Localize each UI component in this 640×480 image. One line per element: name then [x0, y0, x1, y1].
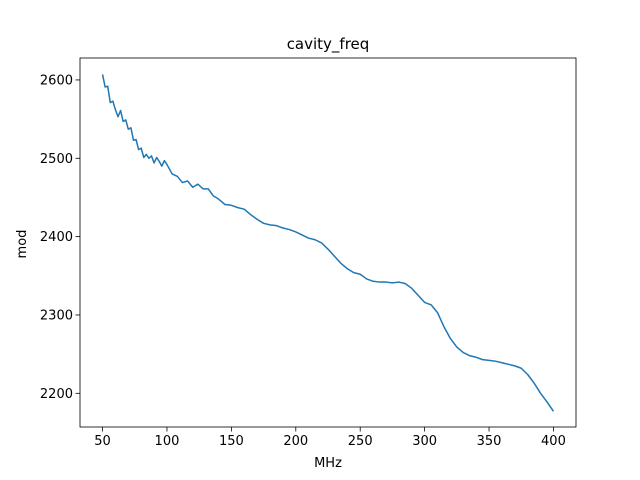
- x-axis-label: MHz: [314, 456, 342, 471]
- x-tick-label-250: 250: [348, 434, 373, 449]
- x-tick-label-150: 150: [219, 434, 244, 449]
- y-tick-label-2600: 2600: [40, 73, 73, 88]
- y-axis-label: mod: [15, 230, 30, 259]
- x-tick-label-100: 100: [155, 434, 180, 449]
- x-tick-label-350: 350: [477, 434, 502, 449]
- axes-frame: [79, 57, 577, 428]
- y-tick-label-2300: 2300: [40, 308, 73, 323]
- series-line-0: [101, 74, 555, 412]
- x-tick-label-50: 50: [94, 434, 111, 449]
- chart-title: cavity_freq: [287, 35, 370, 54]
- plot-area: 50 100 150 200 250 300 350 400 2200 2300 2400 2500 2…: [40, 57, 577, 449]
- x-tick-label-400: 400: [541, 434, 566, 449]
- y-tick-label-2200: 2200: [40, 387, 73, 402]
- x-tick-label-300: 300: [412, 434, 437, 449]
- y-tick-label-2500: 2500: [40, 152, 73, 167]
- y-tick-label-2400: 2400: [40, 230, 73, 245]
- x-tick-label-200: 200: [283, 434, 308, 449]
